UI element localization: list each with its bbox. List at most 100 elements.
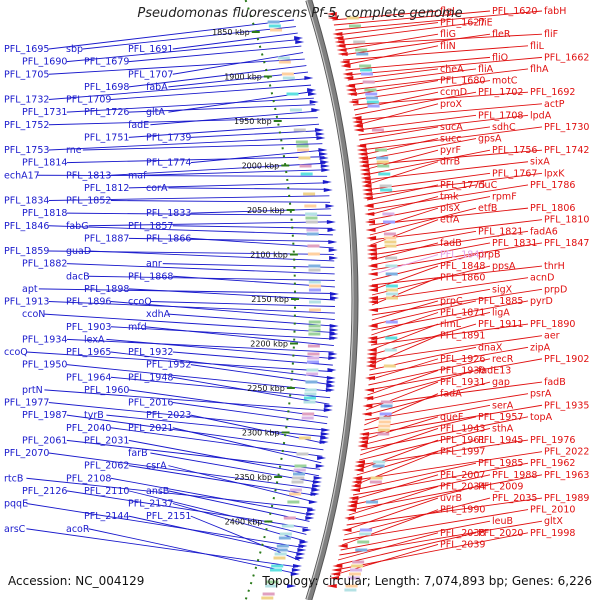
forward-leader-line bbox=[48, 78, 310, 100]
reverse-gene-arrow bbox=[362, 404, 373, 408]
cog-category-block bbox=[379, 412, 392, 416]
forward-gene-label: PFL_1690 bbox=[22, 57, 67, 68]
forward-gene-arrow bbox=[328, 240, 338, 244]
cog-category-block bbox=[385, 292, 398, 296]
cog-category-block bbox=[283, 516, 296, 520]
scale-tick-label: 2050 kbp bbox=[247, 206, 285, 215]
forward-leader-line bbox=[106, 338, 334, 360]
cog-category-block bbox=[347, 576, 360, 580]
forward-gene-label: sbp bbox=[66, 44, 83, 55]
cog-category-block bbox=[385, 256, 398, 260]
forward-leader-line bbox=[128, 439, 320, 477]
reverse-gene-label: aer bbox=[544, 331, 560, 342]
forward-gene-arrow bbox=[315, 128, 325, 132]
forward-leader-line bbox=[128, 237, 334, 242]
reverse-gene-label: etfB bbox=[478, 203, 497, 214]
forward-gene-arrow bbox=[321, 428, 331, 432]
forward-gene-arrow bbox=[326, 380, 336, 384]
forward-gene-label: apt bbox=[22, 284, 38, 295]
cog-category-block bbox=[383, 220, 396, 224]
reverse-gene-label: lpxK bbox=[544, 168, 565, 179]
reverse-gene-arrow bbox=[331, 568, 342, 572]
forward-gene-label: PFL_1739 bbox=[146, 132, 191, 143]
forward-gene-arrow bbox=[321, 168, 331, 172]
cog-category-block bbox=[378, 172, 391, 176]
forward-gene-arrow bbox=[313, 476, 323, 480]
reverse-gene-arrow bbox=[362, 196, 373, 200]
reverse-gene-arrow bbox=[335, 44, 346, 48]
reverse-gene-arrow bbox=[363, 204, 374, 208]
scale-tick-label: 1850 kbp bbox=[212, 28, 250, 37]
reverse-leader-line bbox=[367, 184, 529, 211]
reverse-gene-arrow bbox=[347, 500, 358, 504]
reverse-leader-line bbox=[365, 381, 491, 416]
reverse-leader-line bbox=[371, 265, 439, 291]
reverse-gene-label: PFL_1988 bbox=[492, 470, 537, 481]
cog-category-block bbox=[369, 480, 382, 484]
reverse-gene-arrow bbox=[366, 248, 377, 252]
forward-gene-label: PFL_1818 bbox=[22, 208, 67, 219]
reverse-gene-label: dnaX bbox=[478, 342, 503, 353]
cog-category-block bbox=[366, 100, 379, 104]
cog-category-block bbox=[373, 460, 386, 464]
cog-category-block bbox=[344, 588, 357, 592]
forward-gene-label: PFL_1977 bbox=[4, 398, 49, 409]
reverse-leader-line bbox=[341, 33, 491, 56]
forward-gene-label: PFL_2062 bbox=[84, 461, 129, 472]
reverse-gene-label: PFL_1989 bbox=[544, 493, 589, 504]
reverse-leader-line bbox=[362, 138, 477, 161]
reverse-gene-label: sdhC bbox=[492, 122, 516, 133]
forward-gene-arrow bbox=[320, 164, 330, 168]
forward-gene-label: PFL_1813 bbox=[66, 170, 111, 181]
forward-leader-line bbox=[88, 528, 296, 574]
cog-category-block bbox=[306, 372, 319, 376]
reverse-gene-label: fadE13 bbox=[478, 365, 511, 376]
scale-tick-label: 2250 kbp bbox=[247, 384, 285, 393]
cog-category-block bbox=[306, 368, 319, 372]
forward-gene-label: PFL_2151 bbox=[146, 511, 191, 522]
forward-leader-line bbox=[172, 32, 298, 50]
reverse-gene-label: PFL_1730 bbox=[544, 122, 589, 133]
accession-text: Accession: NC_004129 bbox=[8, 574, 145, 588]
forward-gene-arrow bbox=[329, 292, 339, 296]
cog-category-block bbox=[277, 56, 290, 60]
cog-category-block bbox=[278, 536, 291, 540]
forward-leader-line bbox=[150, 452, 318, 483]
reverse-gene-arrow bbox=[345, 84, 356, 88]
label-leader-lines bbox=[26, 10, 543, 576]
reverse-leader-line bbox=[357, 114, 477, 131]
forward-gene-label: arsC bbox=[4, 524, 26, 535]
cog-category-block bbox=[306, 228, 319, 232]
scale-tick-label: 2000 kbp bbox=[242, 162, 280, 171]
reverse-gene-arrow bbox=[354, 464, 365, 468]
forward-gene-arrow bbox=[319, 440, 329, 444]
cog-category-block bbox=[345, 584, 358, 588]
reverse-leader-line bbox=[371, 300, 439, 321]
reverse-gene-arrow bbox=[361, 180, 372, 184]
forward-gene-label: PFL_1987 bbox=[22, 410, 67, 421]
cog-category-block bbox=[305, 212, 318, 216]
reverse-gene-label: PFL_2022 bbox=[544, 447, 589, 458]
reverse-gene-arrow bbox=[367, 256, 378, 260]
forward-gene-label: PFL_1751 bbox=[84, 132, 129, 143]
forward-gene-label: PFL_2061 bbox=[22, 435, 67, 446]
reverse-gene-arrow bbox=[362, 188, 373, 192]
reverse-gene-arrow bbox=[357, 152, 368, 156]
reverse-gene-arrow bbox=[356, 144, 367, 148]
reverse-leader-line bbox=[347, 68, 439, 81]
forward-leader-line bbox=[66, 414, 324, 451]
reverse-gene-arrow bbox=[363, 388, 374, 392]
reverse-gene-label: PFL_1702 bbox=[478, 87, 523, 98]
forward-gene-arrow bbox=[319, 152, 329, 156]
forward-gene-arrow bbox=[294, 36, 304, 40]
forward-gene-label: PFL_1950 bbox=[22, 360, 67, 371]
reverse-gene-label: PFL_1620 bbox=[492, 6, 537, 17]
forward-leader-line bbox=[26, 477, 313, 509]
cog-category-block bbox=[298, 156, 311, 160]
forward-leader-line bbox=[128, 465, 316, 496]
reverse-gene-label: sucA bbox=[440, 122, 463, 133]
reverse-gene-arrow bbox=[343, 76, 354, 80]
reverse-gene-arrow bbox=[352, 120, 363, 124]
reverse-gene-arrow bbox=[367, 336, 378, 340]
reverse-gene-label: PFL_1871 bbox=[440, 307, 485, 318]
